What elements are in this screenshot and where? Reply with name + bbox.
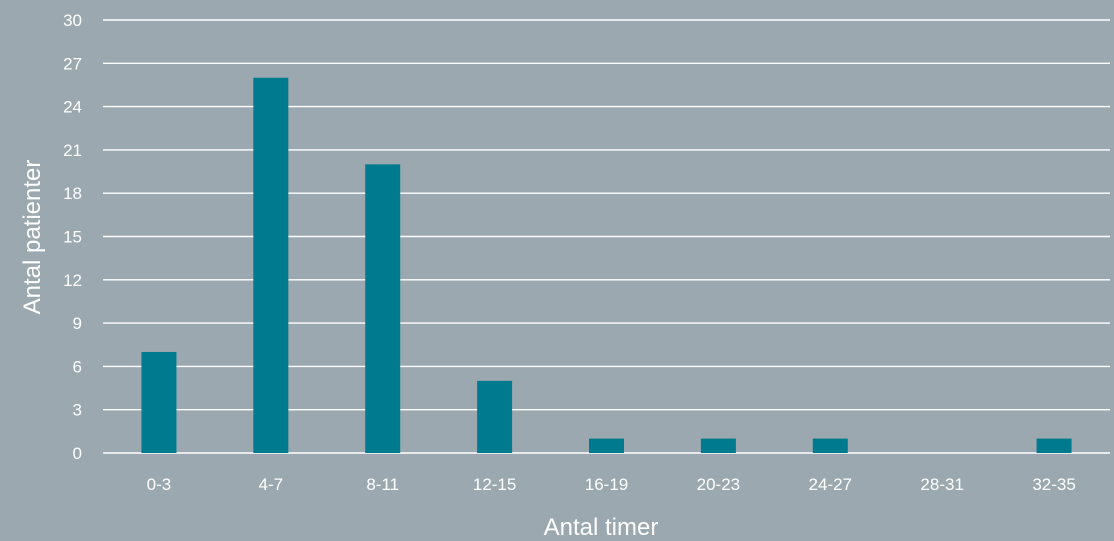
x-axis-title: Antal timer [544,514,659,541]
y-tick-label: 24 [63,98,82,117]
bar-24-27 [812,438,848,453]
x-tick-label: 16-19 [585,475,628,494]
bar-32-35 [1036,438,1072,453]
y-tick-label: 18 [63,184,82,203]
bar-16-19 [589,438,624,453]
x-tick-label: 8-11 [366,475,399,494]
y-tick-label: 6 [73,357,82,376]
bar-8-11 [365,164,401,454]
bar-20-23 [700,438,736,453]
y-axis-title: Antal patienter [19,160,46,315]
y-tick-label: 27 [63,54,82,73]
y-tick-label: 9 [73,314,82,333]
bars [141,77,1072,454]
y-tick-label: 30 [63,11,82,30]
y-axis-tick-labels: 0 3 6 9 12 15 18 21 24 27 30 [63,11,82,463]
x-tick-label: 24-27 [809,475,852,494]
y-tick-label: 15 [63,228,82,247]
y-tick-label: 12 [63,271,82,290]
bar-4-7 [253,77,289,453]
x-tick-label: 0-3 [147,475,172,494]
x-tick-label: 12-15 [473,475,516,494]
y-tick-label: 21 [63,141,82,160]
x-tick-label: 32-35 [1032,475,1075,494]
x-tick-label: 28-31 [920,475,963,494]
x-tick-label: 4-7 [259,475,284,494]
x-axis-tick-labels: 0-3 4-7 8-11 12-15 16-19 20-23 24-27 28-31 32-35 [147,475,1076,494]
y-tick-label: 0 [73,444,82,463]
bar-12-15 [477,380,513,453]
x-tick-label: 20-23 [697,475,740,494]
bar-0-3 [141,351,177,453]
y-tick-label: 3 [73,401,82,420]
